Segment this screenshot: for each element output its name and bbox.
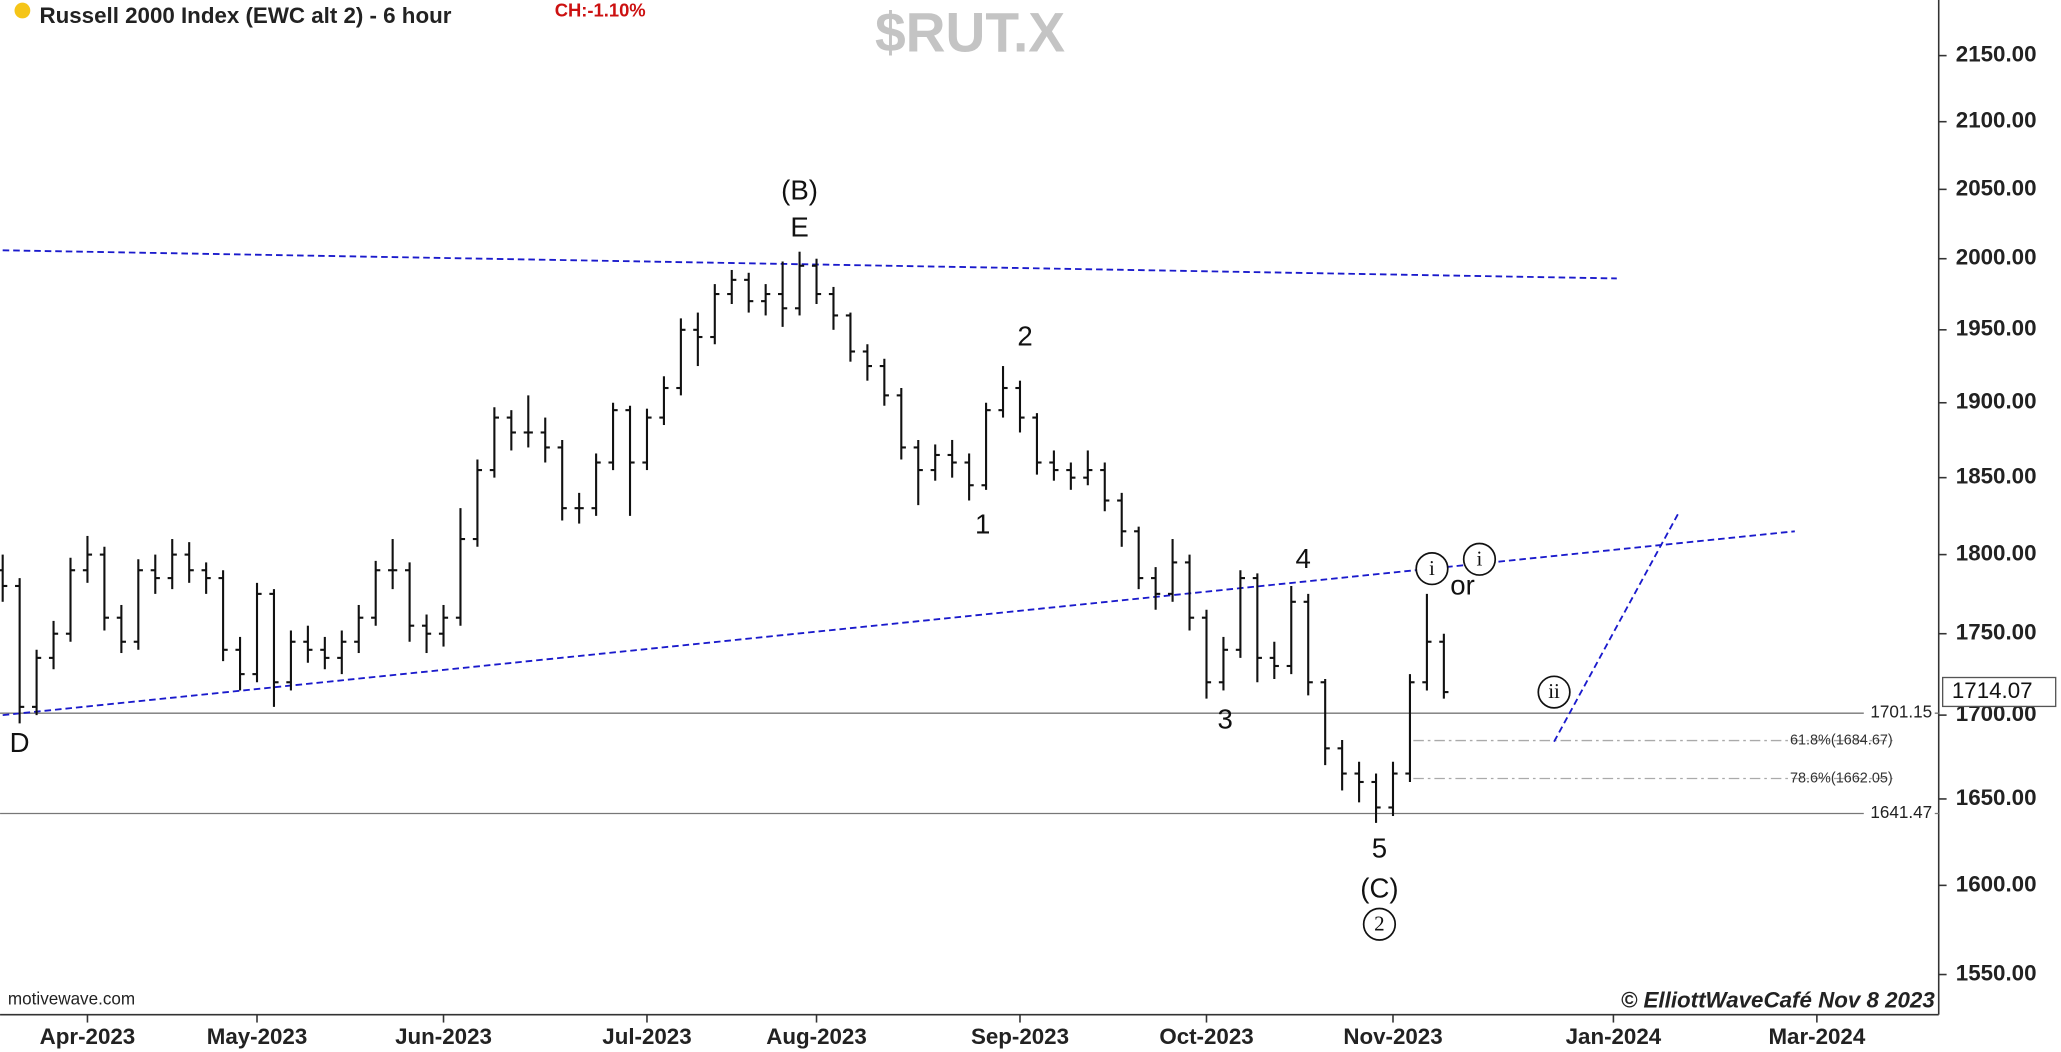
x-tick-label: Sep-2023 — [971, 1024, 1069, 1049]
wave-label: E — [790, 212, 808, 243]
price-level-label: 1701.15 — [1870, 703, 1932, 722]
trendline — [1553, 513, 1679, 743]
y-tick-label: 2000.00 — [1956, 245, 2037, 270]
symbol-watermark: $RUT.X — [875, 1, 1065, 63]
wave-label: 1 — [975, 509, 990, 540]
x-tick-label: Nov-2023 — [1343, 1024, 1442, 1049]
y-tick-label: 1850.00 — [1956, 464, 2037, 489]
trendline — [2, 249, 1617, 280]
wave-label: ii — [1548, 679, 1560, 703]
fib-level-label: 78.6%(1662.05) — [1790, 770, 1893, 786]
source-label: motivewave.com — [8, 990, 135, 1009]
last-price-label: 1714.07 — [1952, 678, 2033, 703]
x-tick-label: Apr-2023 — [40, 1024, 136, 1049]
wave-label: (B) — [781, 174, 818, 205]
wave-label: i — [1477, 546, 1483, 570]
x-tick-label: Mar-2024 — [1768, 1024, 1865, 1049]
x-tick-label: Jun-2023 — [395, 1024, 492, 1049]
annotation-circle — [1415, 552, 1449, 586]
annotation-circle — [1537, 675, 1571, 709]
y-tick-label: 2150.00 — [1956, 42, 2037, 67]
wave-label: 4 — [1295, 543, 1310, 574]
y-tick-label: 2100.00 — [1956, 108, 2037, 133]
wave-label: 5 — [1372, 832, 1387, 863]
y-tick-label: 1650.00 — [1956, 785, 2037, 810]
annotation-circle — [1462, 542, 1497, 576]
trendline — [2, 530, 1795, 717]
price-level-label-bg — [1863, 802, 1935, 825]
y-tick-label: 1800.00 — [1956, 541, 2037, 566]
wave-label: 3 — [1217, 704, 1232, 735]
wave-label: D — [10, 727, 30, 758]
status-dot — [14, 2, 31, 19]
y-tick-label: 1750.00 — [1956, 620, 2037, 645]
chart-title: Russell 2000 Index (EWC alt 2) - 6 hour — [39, 3, 451, 28]
x-tick-label: Oct-2023 — [1159, 1024, 1253, 1049]
y-tick-label: 1550.00 — [1956, 960, 2037, 985]
y-tick-label: 1600.00 — [1956, 871, 2037, 896]
y-tick-label: 1950.00 — [1956, 316, 2037, 341]
y-tick-label: 2050.00 — [1956, 175, 2037, 200]
price-level-label-bg — [1863, 702, 1935, 724]
copyright: © ElliottWaveCafé Nov 8 2023 — [1621, 987, 1935, 1012]
change-label: CH:-1.10% — [555, 0, 646, 21]
x-tick-label: Jan-2024 — [1566, 1024, 1662, 1049]
last-price-box — [1941, 676, 2057, 708]
wave-label: or — [1450, 570, 1475, 601]
x-tick-label: Jul-2023 — [602, 1024, 691, 1049]
annotation-circle — [1362, 907, 1397, 941]
wave-label: 2 — [1374, 911, 1385, 935]
price-level-label: 1641.47 — [1870, 803, 1932, 822]
x-tick-label: May-2023 — [207, 1024, 308, 1049]
wave-label: 2 — [1017, 321, 1032, 352]
wave-label: (C) — [1360, 872, 1398, 903]
fib-level-label: 61.8%(1684.67) — [1790, 732, 1893, 748]
x-tick-label: Aug-2023 — [766, 1024, 867, 1049]
wave-label: i — [1429, 556, 1435, 580]
y-tick-label: 1900.00 — [1956, 389, 2037, 414]
